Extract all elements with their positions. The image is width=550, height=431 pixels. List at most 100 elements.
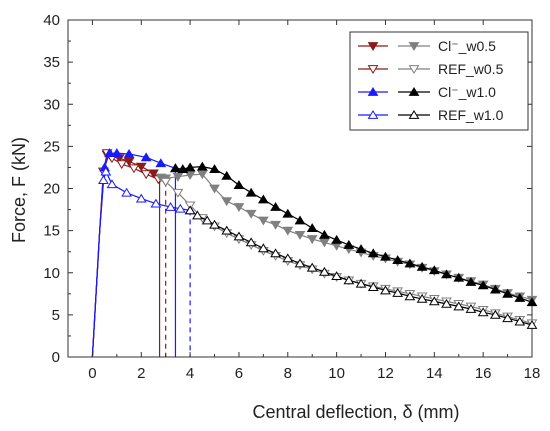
data-point-marker (201, 215, 213, 225)
data-point-marker (416, 293, 428, 303)
data-point-marker (196, 170, 208, 180)
data-point-marker (526, 319, 538, 329)
legend-marker-right (408, 109, 420, 119)
legend-marker-right (408, 42, 420, 52)
data-point-marker (428, 265, 440, 275)
data-point-marker (245, 187, 257, 197)
y-tick-label: 30 (43, 96, 60, 113)
x-tick-label: 6 (235, 365, 243, 382)
data-point-marker (116, 160, 128, 170)
data-point-marker (331, 234, 343, 244)
data-point-marker (367, 248, 379, 258)
data-point-marker (355, 244, 367, 254)
y-tick-label: 20 (43, 181, 60, 198)
data-point-marker (150, 198, 162, 208)
data-point-marker (135, 193, 147, 203)
data-point-marker (196, 161, 208, 171)
data-point-marker (526, 297, 538, 307)
legend-label: Cl⁻_w1.0 (438, 84, 496, 100)
data-point-marker (343, 275, 355, 285)
data-point-marker (221, 170, 233, 180)
data-point-marker (392, 287, 404, 297)
data-point-marker (441, 298, 452, 308)
data-point-marker (184, 162, 196, 172)
legend-marker-left (367, 109, 379, 119)
x-tick-label: 2 (137, 365, 145, 382)
data-point-marker (514, 316, 526, 326)
legend-box (349, 31, 529, 131)
data-point-marker (172, 172, 184, 182)
data-point-marker (380, 285, 391, 295)
axes: 0 2 4 6 8 10 12 14 16 18 0 5 10 15 20 25 30 35 40 (43, 12, 540, 382)
data-point-marker (489, 284, 501, 294)
data-point-marker (282, 253, 294, 263)
data-point-marker (184, 171, 196, 181)
data-point-marker (135, 162, 147, 172)
x-tick-label: 14 (426, 365, 443, 382)
data-point-marker (294, 215, 306, 225)
data-point-marker (502, 288, 513, 298)
legend-label: Cl⁻_w0.5 (438, 38, 496, 54)
series (170, 161, 538, 307)
y-tick-label: 5 (52, 307, 60, 324)
data-point-marker (233, 180, 245, 190)
x-tick-label: 18 (524, 365, 541, 382)
data-point-marker (428, 296, 440, 306)
x-tick-label: 8 (284, 365, 292, 382)
legend-label: REF_w0.5 (438, 61, 504, 77)
y-tick-label: 15 (43, 223, 60, 240)
data-point-marker (306, 262, 318, 272)
data-point-marker (392, 255, 404, 264)
legend-label: REF_w1.0 (438, 107, 504, 123)
data-point-marker (416, 261, 428, 271)
data-point-marker (98, 175, 109, 184)
data-point-marker (465, 277, 477, 286)
data-point-marker (221, 225, 233, 235)
data-point-marker (221, 197, 233, 207)
data-point-marker (104, 148, 115, 157)
data-point-marker (140, 170, 152, 180)
data-point-marker (209, 219, 220, 229)
data-point-marker (294, 258, 306, 268)
data-point-marker (514, 293, 526, 302)
data-point-marker (441, 269, 452, 279)
data-point-marker (319, 238, 330, 248)
data-point-marker (123, 148, 135, 158)
data-point-marker (270, 248, 281, 258)
data-point-marker (245, 237, 257, 247)
data-point-marker (128, 164, 140, 174)
data-point-marker (123, 157, 135, 167)
data-point-marker (257, 243, 269, 253)
data-point-marker (489, 309, 501, 319)
legend: Cl⁻_w0.5 REF_w0.5 Cl⁻_w1.0 REF_w1.0 (349, 31, 529, 131)
drop-lines (158, 168, 191, 357)
data-point-marker (306, 235, 318, 245)
data-point-marker (111, 148, 123, 157)
x-tick-label: 0 (88, 365, 96, 382)
data-point-marker (100, 166, 112, 176)
data-point-marker (404, 258, 416, 268)
data-point-marker (319, 229, 330, 239)
series (91, 166, 196, 358)
data-point-marker (233, 231, 245, 241)
legend-marker-left (367, 86, 379, 96)
data-point-marker (331, 271, 343, 280)
y-tick-label: 35 (43, 54, 60, 71)
data-point-marker (245, 209, 257, 219)
data-point-marker (155, 158, 167, 168)
data-point-marker (465, 303, 477, 313)
data-point-marker (343, 239, 355, 249)
data-point-marker (160, 177, 172, 187)
data-point-marker (380, 251, 391, 261)
data-point-marker (453, 301, 465, 311)
data-point-marker (121, 187, 132, 197)
data-point-marker (184, 205, 196, 215)
data-point-marker (233, 203, 245, 213)
data-point-marker (257, 194, 269, 204)
data-point-marker (270, 202, 281, 211)
data-point-marker (282, 226, 294, 236)
data-point-marker (477, 307, 489, 317)
legend-marker-left (367, 42, 379, 52)
data-point-marker (106, 179, 118, 189)
x-tick-label: 10 (328, 365, 345, 382)
